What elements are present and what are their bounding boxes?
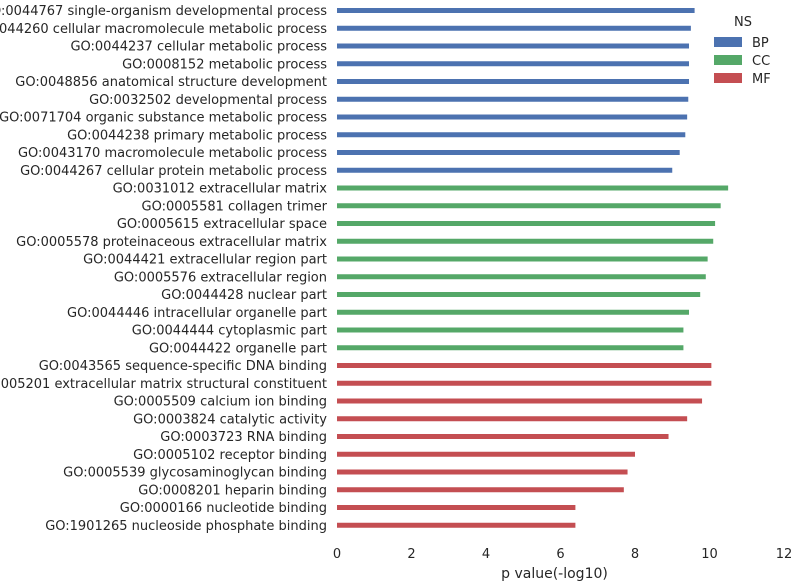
x-tick-label: 8 (631, 547, 639, 562)
bar-mf (337, 451, 635, 457)
bar-cc (337, 256, 708, 262)
bar-bp (337, 43, 690, 49)
bar-cc (337, 203, 721, 209)
category-label: GO:0005576 extracellular region (114, 270, 327, 285)
category-label: GO:0044238 primary metabolic process (67, 128, 327, 143)
legend-label-mf: MF (752, 72, 771, 87)
category-label: GO:0043565 sequence-specific DNA binding (39, 359, 327, 374)
category-label: GO:0000166 nucleotide binding (120, 501, 327, 516)
category-label: GO:0005201 extracellular matrix structur… (0, 377, 327, 392)
bar-mf (337, 505, 576, 510)
x-tick-label: 12 (776, 547, 793, 562)
bar-bp (337, 167, 673, 173)
category-label: GO:0044446 intracellular organelle part (67, 306, 327, 321)
legend-swatch-mf (714, 73, 742, 83)
bar-bp (337, 79, 690, 84)
bar-cc (337, 185, 729, 191)
bar-bp (337, 61, 690, 67)
bar-mf (337, 416, 688, 422)
category-label: GO:0032502 developmental process (89, 93, 327, 108)
bar-cc (337, 292, 701, 297)
bar-mf (337, 363, 712, 368)
x-tick-label: 0 (333, 547, 341, 562)
bar-bp (337, 150, 680, 155)
category-label: GO:0044422 organelle part (149, 341, 327, 356)
category-label: GO:0005539 glycosaminoglycan binding (63, 466, 327, 481)
x-tick-label: 10 (701, 547, 718, 562)
bar-cc (337, 345, 684, 351)
legend-swatch-cc (714, 55, 742, 65)
x-tick-label: 6 (556, 547, 564, 562)
category-label: GO:0044428 nuclear part (161, 288, 327, 303)
category-labels: GO:0044767 single-organism developmental… (0, 4, 328, 534)
category-label: GO:0008152 metabolic process (122, 57, 327, 72)
bar-cc (337, 221, 716, 226)
legend-entries: BP CC MF (714, 36, 771, 87)
category-label: GO:0008201 heparin binding (138, 483, 327, 498)
bar-cc (337, 309, 690, 315)
category-label: GO:0044444 cytoplasmic part (132, 324, 327, 339)
legend-label-cc: CC (752, 54, 770, 69)
x-tick-label: 4 (482, 547, 490, 562)
category-label: GO:0005581 collagen trimer (142, 199, 328, 214)
x-axis-title: p value(-log10) (501, 566, 608, 582)
category-label: GO:0044267 cellular protein metabolic pr… (20, 164, 327, 179)
bar-bp (337, 8, 695, 13)
category-label: GO:0005102 receptor binding (133, 448, 327, 463)
bar-mf (337, 522, 576, 528)
bar-mf (337, 434, 669, 439)
category-label: GO:0071704 organic substance metabolic p… (0, 111, 327, 126)
bar-mf (337, 398, 703, 404)
bar-bp (337, 114, 688, 120)
bar-mf (337, 469, 628, 475)
legend: NS BP CC MF (714, 15, 771, 87)
category-label: GO:0044237 cellular metabolic process (70, 40, 327, 55)
bar-cc (337, 327, 684, 333)
category-label: GO:0005509 calcium ion binding (114, 395, 327, 410)
category-label: GO:0003824 catalytic activity (133, 412, 327, 427)
legend-title: NS (734, 15, 752, 30)
category-label: GO:1901265 nucleoside phosphate binding (45, 519, 327, 534)
bar-cc (337, 238, 714, 244)
bar-bp (337, 132, 686, 138)
bar-cc (337, 274, 706, 280)
x-axis-ticks: 0 2 4 6 8 10 12 (333, 547, 792, 562)
bar-mf (337, 380, 712, 386)
category-label: GO:0048856 anatomical structure developm… (15, 75, 327, 90)
category-label: GO:0005615 extracellular space (117, 217, 327, 232)
category-label: GO:0003723 RNA binding (160, 430, 327, 445)
category-label: GO:0031012 extracellular matrix (113, 182, 328, 197)
legend-swatch-bp (714, 37, 742, 47)
legend-label-bp: BP (752, 36, 769, 51)
category-label: GO:0005578 proteinaceous extracellular m… (16, 235, 327, 250)
category-label: GO:0043170 macromolecule metabolic proce… (18, 146, 327, 161)
category-label: GO:0044421 extracellular region part (83, 253, 327, 268)
x-tick-label: 2 (407, 547, 415, 562)
bar-bp (337, 96, 689, 102)
category-label: GO:0044767 single-organism developmental… (0, 4, 327, 19)
bar-mf (337, 487, 624, 493)
category-label: GO:0044260 cellular macromolecule metabo… (0, 22, 327, 37)
bars-layer (337, 8, 729, 528)
bar-bp (337, 25, 691, 31)
